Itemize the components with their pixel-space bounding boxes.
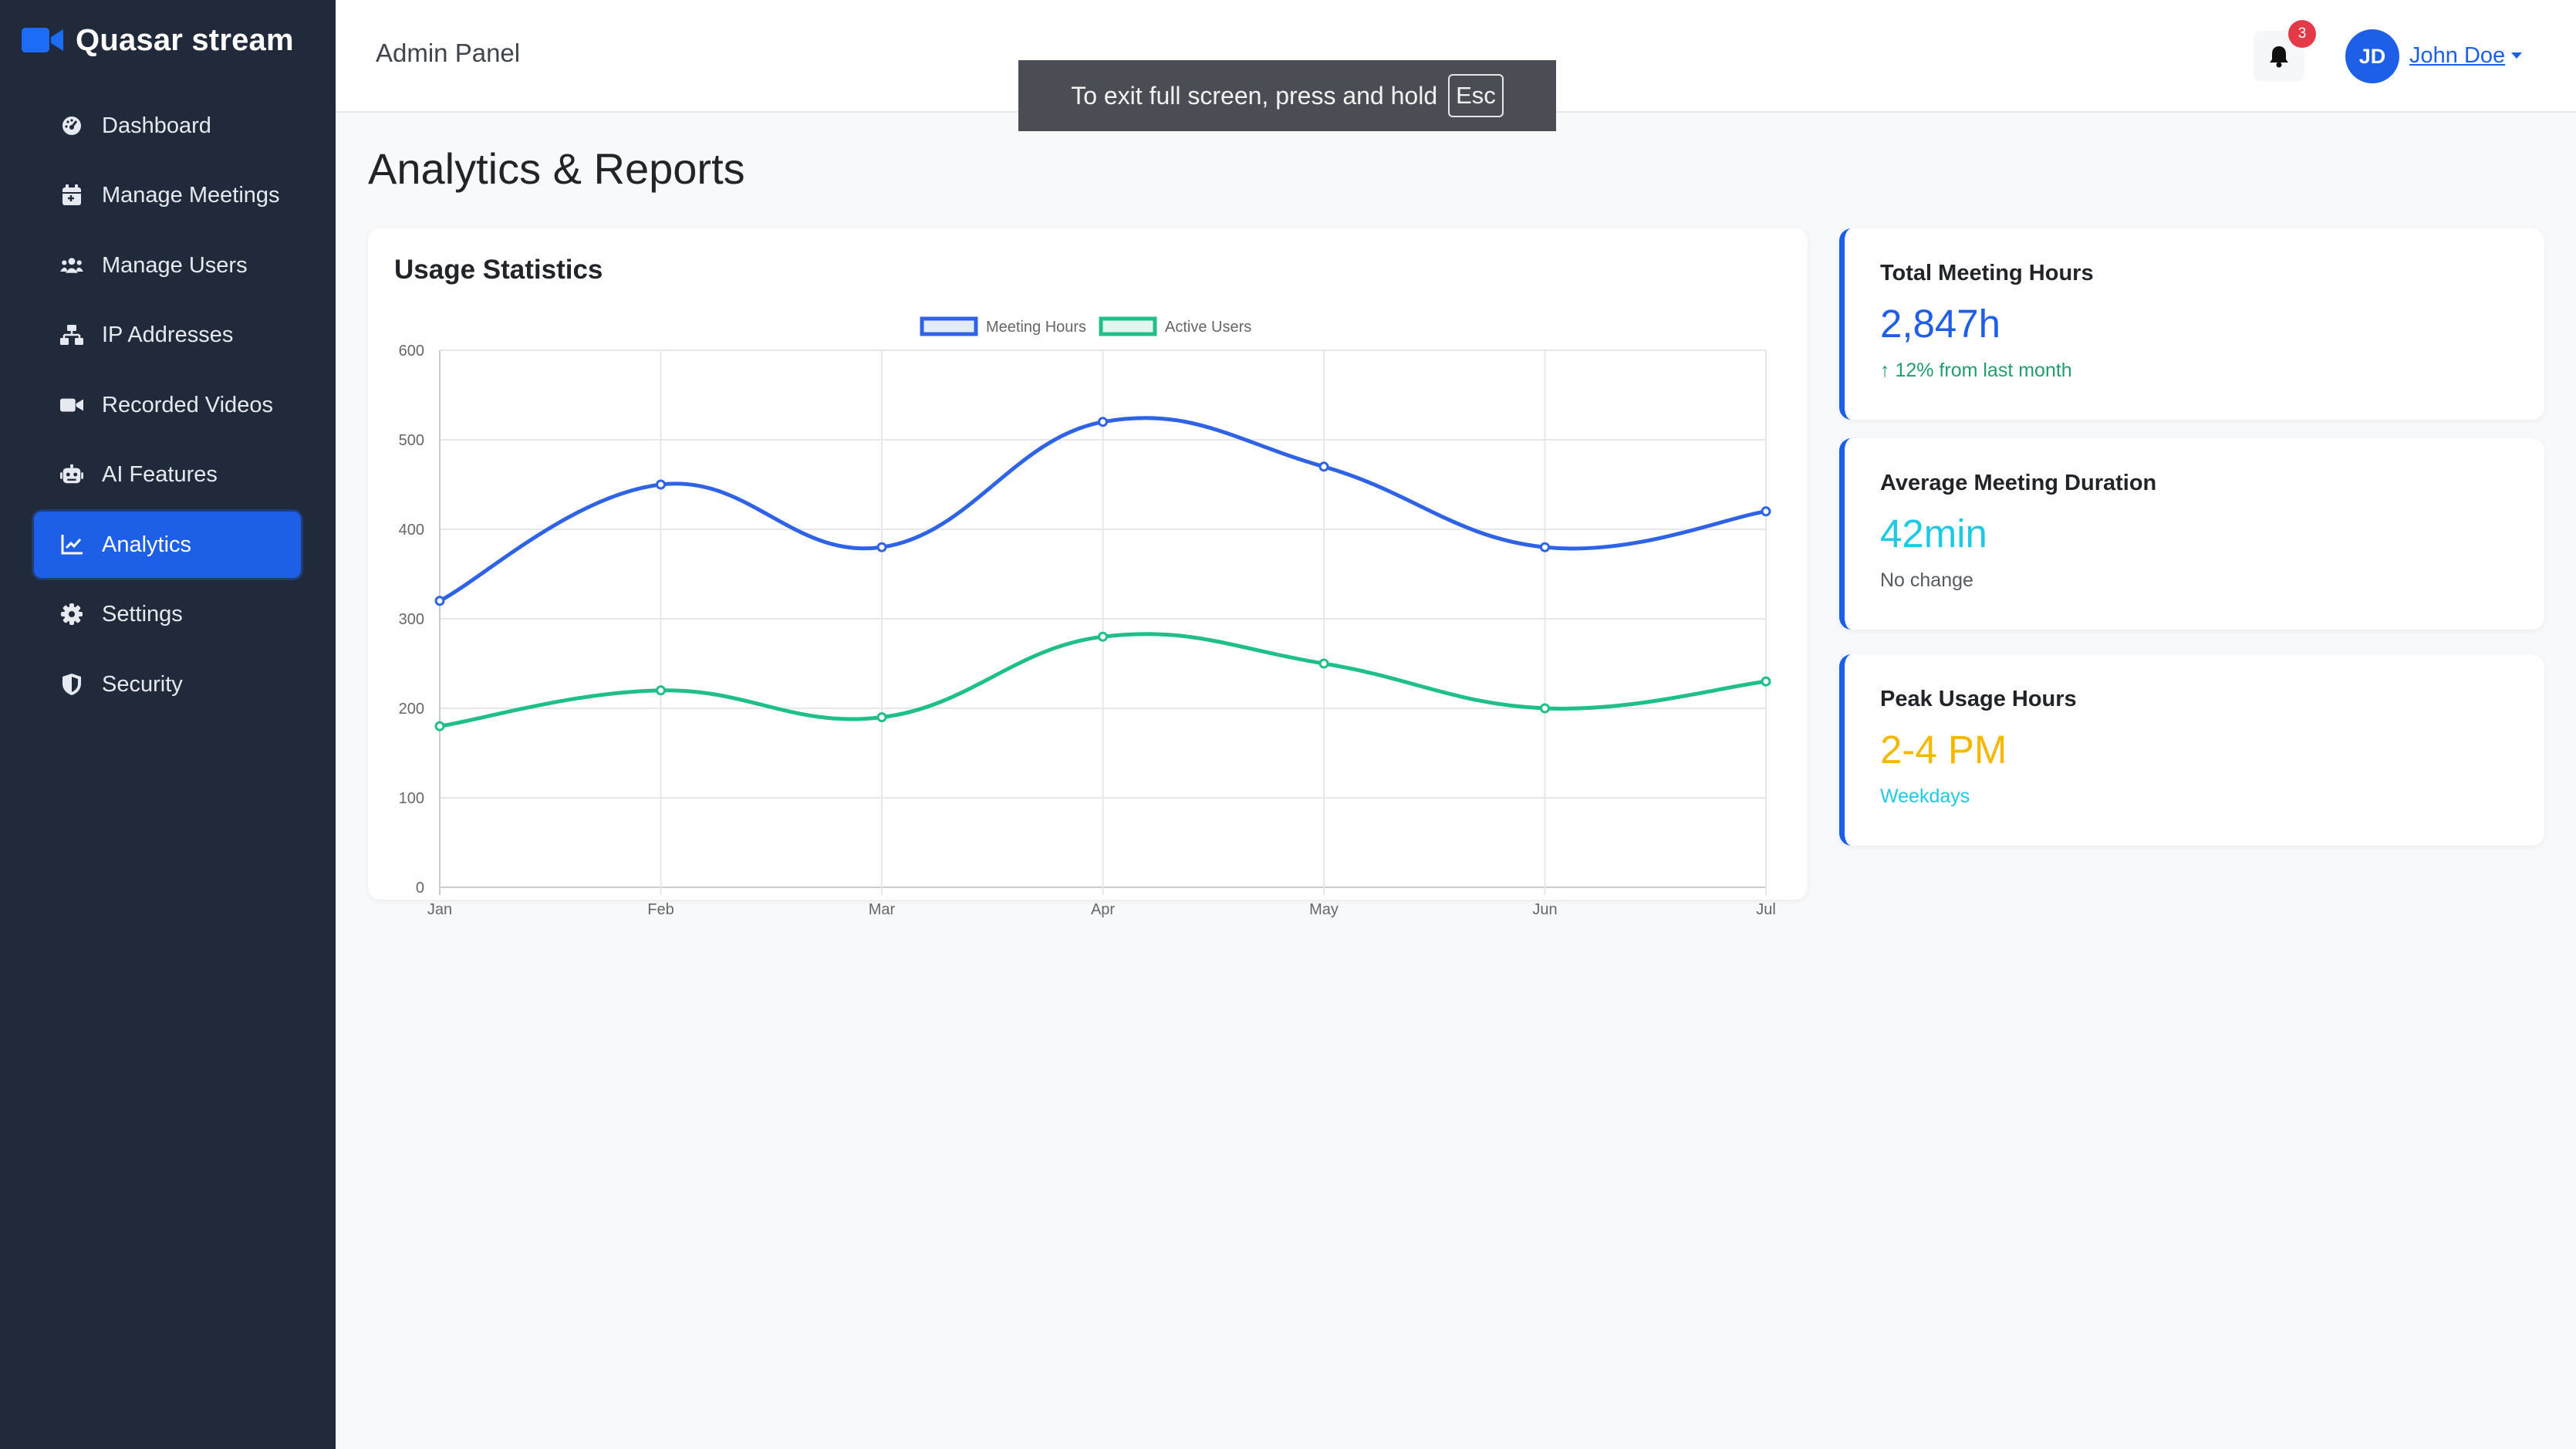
sidebar-item-recorded-videos[interactable]: Recorded Videos [34, 372, 301, 438]
usage-statistics-card: Usage Statistics 0 100 200 300 400 500 600 Jan F… [368, 228, 1808, 918]
page-title: Analytics & Reports [368, 144, 745, 193]
stat-value: 42min [1880, 512, 1987, 556]
robot-icon [60, 463, 83, 486]
y-tick-label: 200 [399, 701, 424, 718]
stat-label: Total Meeting Hours [1880, 261, 2094, 285]
sidebar-item-label: Manage Meetings [102, 182, 280, 208]
data-point-active-users [1761, 676, 1771, 687]
stat-card-total-meeting-hours: Total Meeting Hours 2,847h ↑ 12% from la… [1839, 228, 2544, 420]
sidebar-item-label: AI Features [102, 461, 218, 487]
sidebar-item-analytics[interactable]: Analytics [34, 512, 301, 578]
stat-card-peak-usage-hours: Peak Usage Hours 2-4 PM Weekdays [1839, 654, 2544, 846]
stat-value: 2-4 PM [1880, 728, 2007, 772]
y-tick-label: 300 [399, 611, 424, 628]
y-tick-label: 0 [416, 880, 424, 897]
data-point-active-users [656, 685, 666, 696]
calendar-icon [60, 184, 83, 207]
video-camera-logo-icon [22, 28, 63, 52]
legend-label-meeting-hours: Meeting Hours [986, 319, 1086, 336]
x-tick-label: Jun [1532, 901, 1557, 918]
sidebar-item-label: Settings [102, 601, 183, 627]
network-icon [60, 323, 83, 346]
notifications-button[interactable] [2254, 31, 2304, 82]
data-point-meeting-hours [1540, 542, 1550, 552]
gear-icon [60, 603, 83, 626]
toast-text: To exit full screen, press and hold [1071, 81, 1438, 110]
y-tick-label: 400 [399, 522, 424, 539]
sidebar-item-manage-users[interactable]: Manage Users [34, 232, 301, 299]
users-icon [60, 254, 83, 277]
sidebar-item-label: IP Addresses [102, 322, 234, 347]
stat-value: 2,847h [1880, 302, 2000, 346]
sidebar: Quasar stream Dashboard Manage Meetings … [0, 0, 336, 1449]
sidebar-item-ai-features[interactable]: AI Features [34, 441, 301, 508]
sidebar-item-label: Security [102, 671, 183, 697]
stat-label: Average Meeting Duration [1880, 471, 2157, 495]
brand-name: Quasar stream [76, 22, 294, 57]
x-tick-label: May [1309, 901, 1339, 918]
stat-label: Peak Usage Hours [1880, 687, 2077, 711]
legend-swatch-active-users [1099, 316, 1157, 336]
stat-change: No change [1880, 569, 1973, 591]
data-point-active-users [1318, 658, 1329, 669]
sidebar-item-label: Analytics [102, 532, 192, 557]
data-point-active-users [1540, 703, 1550, 714]
notification-badge: 3 [2288, 20, 2316, 48]
x-tick-label: Jan [427, 901, 452, 918]
sidebar-item-ip-addresses[interactable]: IP Addresses [34, 302, 301, 368]
y-tick-label: 100 [399, 790, 424, 807]
stat-change: ↑ 12% from last month [1880, 360, 2072, 381]
legend-label-active-users: Active Users [1165, 319, 1251, 336]
dashboard-icon [60, 114, 83, 137]
data-point-meeting-hours [434, 596, 445, 606]
avatar[interactable]: JD [2345, 29, 2399, 83]
legend-swatch-meeting-hours [920, 316, 978, 336]
data-point-active-users [434, 721, 445, 731]
x-tick-label: Mar [869, 901, 896, 918]
header-title: Admin Panel [376, 39, 521, 67]
chart-icon [60, 533, 83, 556]
data-point-meeting-hours [656, 479, 666, 490]
fullscreen-exit-toast: To exit full screen, press and hold Esc [1018, 60, 1556, 131]
y-tick-label: 600 [399, 343, 424, 360]
chevron-down-icon[interactable] [2511, 52, 2522, 59]
x-tick-label: Apr [1091, 901, 1115, 918]
chart-card-title: Usage Statistics [394, 255, 603, 285]
sidebar-item-manage-meetings[interactable]: Manage Meetings [34, 162, 301, 228]
user-menu-link[interactable]: John Doe [2409, 43, 2506, 68]
data-point-meeting-hours [1318, 461, 1329, 472]
data-point-active-users [1098, 631, 1108, 642]
shield-icon [60, 673, 83, 696]
data-point-meeting-hours [1098, 417, 1108, 427]
sidebar-item-label: Dashboard [102, 113, 211, 138]
usage-line-chart: 0 100 200 300 400 500 600 Jan Feb Mar Apr May Jun Jul… [399, 316, 1776, 918]
x-tick-label: Feb [647, 901, 674, 918]
esc-key-hint: Esc [1448, 74, 1504, 117]
stat-change: Weekdays [1880, 785, 1970, 807]
sidebar-item-security[interactable]: Security [34, 651, 301, 718]
sidebar-item-dashboard[interactable]: Dashboard [34, 93, 301, 159]
video-icon [60, 393, 83, 417]
sidebar-item-label: Manage Users [102, 252, 248, 278]
data-point-meeting-hours [1761, 506, 1771, 517]
y-tick-label: 500 [399, 432, 424, 449]
sidebar-item-settings[interactable]: Settings [34, 581, 301, 647]
data-point-active-users [876, 712, 887, 723]
brand[interactable]: Quasar stream [20, 17, 294, 63]
bell-icon [2270, 46, 2288, 68]
data-point-meeting-hours [876, 542, 887, 552]
x-tick-label: Jul [1756, 901, 1776, 918]
stat-card-average-meeting-duration: Average Meeting Duration 42min No change [1839, 438, 2544, 630]
sidebar-item-label: Recorded Videos [102, 392, 273, 417]
